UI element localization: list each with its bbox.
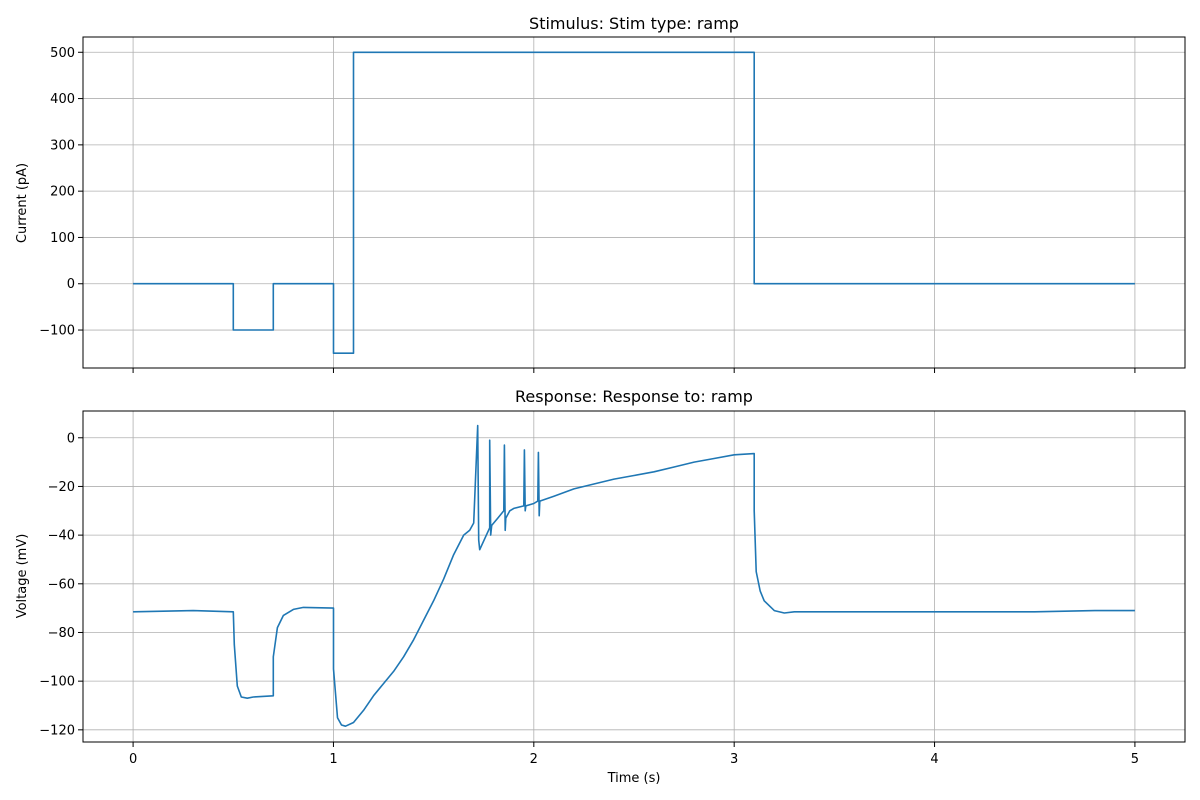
response-ytick-label: −100 bbox=[39, 675, 75, 690]
stimulus-title: Stimulus: Stim type: ramp bbox=[529, 14, 739, 33]
response-ytick-label: −80 bbox=[48, 626, 75, 641]
response-ytick-label: −60 bbox=[48, 577, 75, 592]
stimulus-ytick-label: 400 bbox=[50, 92, 75, 107]
response-xtick-label: 1 bbox=[329, 752, 337, 767]
response-xtick-label: 4 bbox=[930, 752, 938, 767]
response-xlabel: Time (s) bbox=[607, 771, 661, 786]
response-xtick-label: 2 bbox=[530, 752, 538, 767]
stimulus-trace-line bbox=[133, 51, 1135, 355]
stimulus-ytick-label: 500 bbox=[50, 46, 75, 61]
response-axes-frame bbox=[82, 410, 1186, 743]
stimulus-axes-frame bbox=[82, 36, 1186, 369]
stimulus-ytick-label: 0 bbox=[67, 277, 75, 292]
response-xtick-label: 5 bbox=[1131, 752, 1139, 767]
response-panel: Response: Response to: ramp 0 1 2 3 4 5 −120 −1… bbox=[15, 387, 1186, 786]
response-xtick-label: 3 bbox=[730, 752, 738, 767]
stimulus-ticks: −100 0 100 200 300 400 500 bbox=[39, 46, 1136, 373]
response-xtick-label: 0 bbox=[129, 752, 137, 767]
stimulus-ytick-label: 100 bbox=[50, 231, 75, 246]
stimulus-ytick-label: 300 bbox=[50, 138, 75, 153]
response-series bbox=[133, 424, 1135, 728]
response-ytick-label: −40 bbox=[48, 529, 75, 544]
stimulus-panel: Stimulus: Stim type: ramp −100 0 100 200 300… bbox=[15, 14, 1186, 373]
stimulus-ytick-label: 200 bbox=[50, 185, 75, 200]
stimulus-ytick-label: −100 bbox=[39, 324, 75, 339]
stimulus-series bbox=[133, 51, 1135, 355]
response-ytick-label: −120 bbox=[39, 723, 75, 738]
response-grid bbox=[83, 411, 1185, 742]
response-trace-line bbox=[133, 424, 1135, 728]
stimulus-ylabel: Current (pA) bbox=[15, 163, 30, 243]
response-ylabel: Voltage (mV) bbox=[15, 534, 30, 619]
response-title: Response: Response to: ramp bbox=[515, 387, 753, 406]
response-ytick-label: −20 bbox=[48, 480, 75, 495]
response-ticks: 0 1 2 3 4 5 −120 −100 −80 −60 −40 −20 0 bbox=[39, 431, 1139, 767]
response-ytick-label: 0 bbox=[67, 431, 75, 446]
